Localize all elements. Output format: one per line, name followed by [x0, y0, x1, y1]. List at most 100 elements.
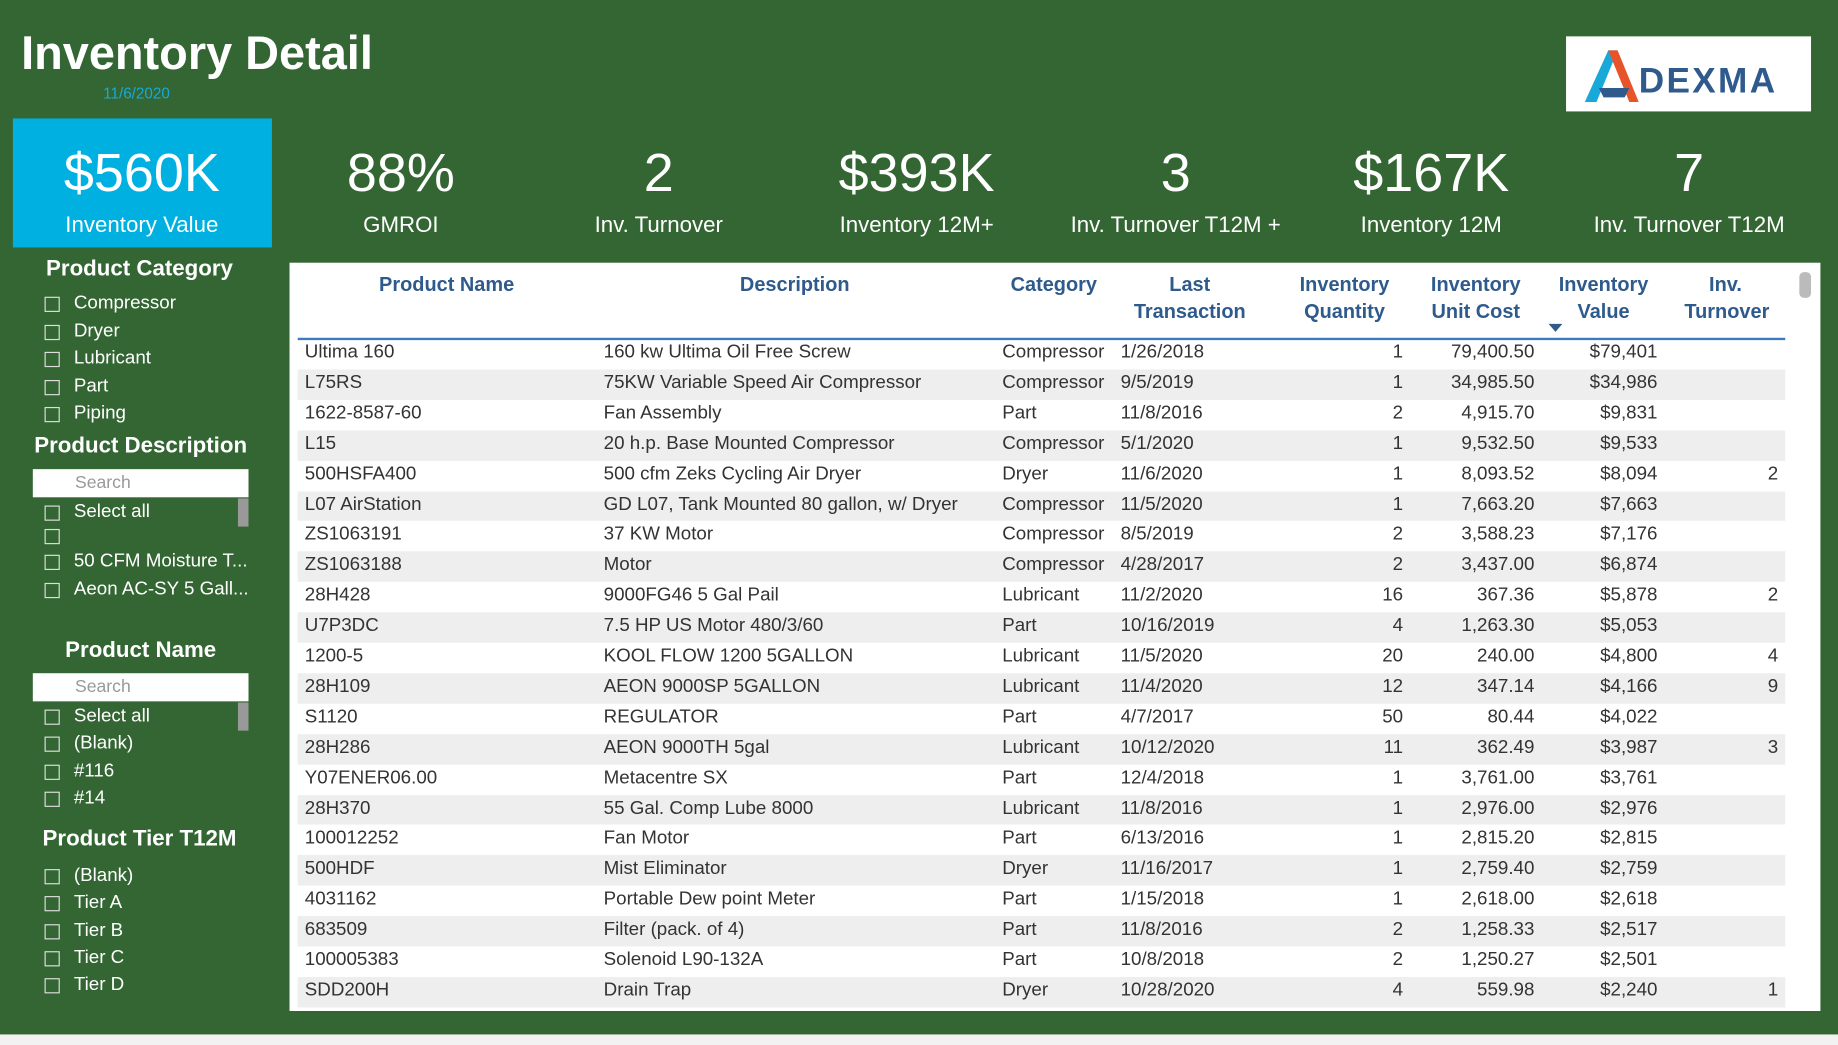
- row-stripe: [297, 430, 1786, 461]
- checkbox[interactable]: [44, 764, 60, 780]
- column-header[interactable]: Inv. Turnover: [1684, 273, 1770, 323]
- filter-option[interactable]: Dryer: [73, 321, 120, 342]
- table-cell: 6/13/2016: [1120, 828, 1205, 849]
- table-cell: 75KW Variable Speed Air Compressor: [603, 372, 922, 393]
- table-cell: 9/5/2019: [1120, 372, 1194, 393]
- kpi-label: Inventory Value: [65, 213, 219, 239]
- filter-option[interactable]: #116: [73, 761, 115, 782]
- checkbox[interactable]: [44, 380, 60, 396]
- table-cell: $5,878: [1600, 585, 1658, 606]
- row-stripe: [297, 551, 1786, 582]
- logo-icon: [1584, 50, 1639, 103]
- sort-arrow[interactable]: [1548, 323, 1563, 333]
- table-cell: Part: [1002, 706, 1037, 727]
- search-box[interactable]: [32, 673, 249, 702]
- checkbox[interactable]: [44, 709, 60, 725]
- table-cell: 10/28/2020: [1120, 980, 1215, 1001]
- table-cell: $2,517: [1600, 919, 1658, 940]
- table-cell: Compressor: [1002, 342, 1105, 363]
- table-cell: 3,588.23: [1461, 524, 1535, 545]
- checkbox[interactable]: [44, 351, 60, 368]
- filter-title: Product Tier T12M: [42, 826, 237, 852]
- table-cell: Drain Trap: [603, 980, 692, 1001]
- table-cell: 9000FG46 5 Gal Pail: [603, 585, 779, 606]
- filter-option[interactable]: Tier A: [73, 892, 123, 913]
- column-header[interactable]: Category: [1010, 273, 1097, 296]
- filter-title: Product Category: [46, 256, 233, 282]
- checkbox[interactable]: [44, 924, 60, 940]
- table-cell: 8/5/2019: [1120, 524, 1194, 545]
- table-cell: 2: [1767, 585, 1779, 606]
- table-cell: 1622-8587-60: [304, 403, 422, 424]
- filter-option[interactable]: (Blank): [73, 733, 134, 753]
- table-cell: 80.44: [1487, 706, 1535, 727]
- filter-option[interactable]: Tier D: [73, 974, 125, 995]
- filter-scrollbar[interactable]: [237, 498, 249, 527]
- table-cell: Part: [1002, 950, 1037, 970]
- table-cell: Compressor: [1002, 555, 1105, 576]
- column-header[interactable]: Inventory Unit Cost: [1430, 273, 1521, 323]
- table-cell: 12: [1382, 676, 1404, 697]
- checkbox[interactable]: [44, 406, 60, 423]
- table-cell: AEON 9000SP 5GALLON: [603, 676, 821, 697]
- column-header[interactable]: Inventory Value: [1558, 273, 1649, 323]
- table-cell: $7,176: [1600, 524, 1658, 545]
- checkbox[interactable]: [44, 528, 60, 545]
- checkbox[interactable]: [44, 736, 60, 752]
- table-cell: S1120: [304, 706, 358, 727]
- table-cell: 55 Gal. Comp Lube 8000: [603, 798, 814, 819]
- table-cell: SDD200H: [304, 980, 390, 1001]
- table-cell: 559.98: [1477, 980, 1535, 1001]
- checkbox[interactable]: [44, 869, 60, 885]
- filter-option[interactable]: Aeon AC-SY 5 Gall...: [73, 579, 249, 600]
- table-cell: 1: [1392, 433, 1404, 454]
- filter-option[interactable]: Compressor: [73, 293, 176, 314]
- checkbox[interactable]: [44, 324, 60, 341]
- table-cell: $2,240: [1600, 980, 1658, 1001]
- table-cell: Part: [1002, 889, 1037, 910]
- column-header[interactable]: Inventory Quantity: [1299, 273, 1390, 323]
- checkbox[interactable]: [44, 896, 60, 912]
- search-placeholder: Search: [75, 472, 131, 493]
- table-cell: 11/16/2017: [1120, 858, 1214, 879]
- logo: DEXMA: [1566, 36, 1812, 112]
- filter-option[interactable]: (Blank): [73, 865, 134, 886]
- checkbox[interactable]: [44, 951, 60, 967]
- filter-option[interactable]: Lubricant: [73, 348, 152, 369]
- checkbox[interactable]: [44, 582, 60, 599]
- table-cell: 1: [1392, 767, 1404, 788]
- filter-option[interactable]: Tier B: [73, 920, 124, 941]
- row-stripe: [297, 369, 1786, 400]
- filter-option[interactable]: Select all: [73, 706, 150, 726]
- filter-option[interactable]: Select all: [73, 501, 150, 522]
- table-cell: 4/7/2017: [1120, 706, 1194, 727]
- table-cell: Part: [1002, 919, 1037, 940]
- search-box[interactable]: [32, 469, 249, 498]
- filter-scrollbar[interactable]: [237, 702, 249, 731]
- table-cell: $9,831: [1600, 403, 1658, 424]
- checkbox[interactable]: [44, 791, 60, 807]
- kpi-value: $560K: [63, 141, 220, 203]
- table-cell: $34,986: [1589, 372, 1658, 393]
- table-cell: 3: [1767, 737, 1779, 758]
- checkbox[interactable]: [44, 296, 60, 312]
- table-cell: Part: [1002, 767, 1037, 788]
- checkbox[interactable]: [44, 554, 60, 571]
- table-cell: KOOL FLOW 1200 5GALLON: [603, 646, 854, 667]
- filter-option[interactable]: #14: [73, 788, 106, 809]
- table-scrollbar[interactable]: [1799, 272, 1812, 298]
- column-header[interactable]: Description: [739, 273, 850, 296]
- table-cell: 1: [1392, 494, 1404, 515]
- table-cell: 10/12/2020: [1120, 737, 1215, 758]
- filter-option[interactable]: 50 CFM Moisture T...: [73, 551, 248, 572]
- column-header[interactable]: Last Transaction: [1133, 273, 1246, 323]
- checkbox[interactable]: [44, 505, 60, 521]
- column-header[interactable]: Product Name: [379, 273, 515, 296]
- table-cell: 5/1/2020: [1120, 433, 1194, 454]
- filter-option[interactable]: Tier C: [73, 947, 125, 968]
- filter-option[interactable]: Piping: [73, 403, 126, 424]
- checkbox[interactable]: [44, 978, 60, 994]
- table-cell: Compressor: [1002, 524, 1105, 545]
- filter-option[interactable]: Part: [73, 376, 109, 397]
- table-cell: Portable Dew point Meter: [603, 889, 816, 910]
